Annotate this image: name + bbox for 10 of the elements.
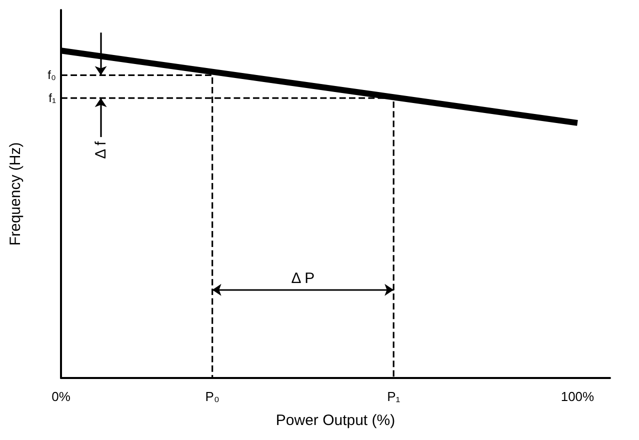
annotation: f₁ bbox=[48, 91, 56, 106]
x-axis-title: Power Output (%) bbox=[276, 412, 396, 429]
x-tick-label: 100% bbox=[560, 389, 595, 404]
x-tick-label: P₀ bbox=[205, 389, 220, 404]
annotation: Δ f bbox=[92, 140, 110, 159]
annotation: f₀ bbox=[48, 68, 56, 82]
y-axis-title: Frequency (Hz) bbox=[7, 142, 24, 246]
x-tick-label: 0% bbox=[52, 389, 71, 404]
x-tick-label: P₁ bbox=[387, 389, 401, 404]
annotation: Δ P bbox=[291, 270, 315, 287]
